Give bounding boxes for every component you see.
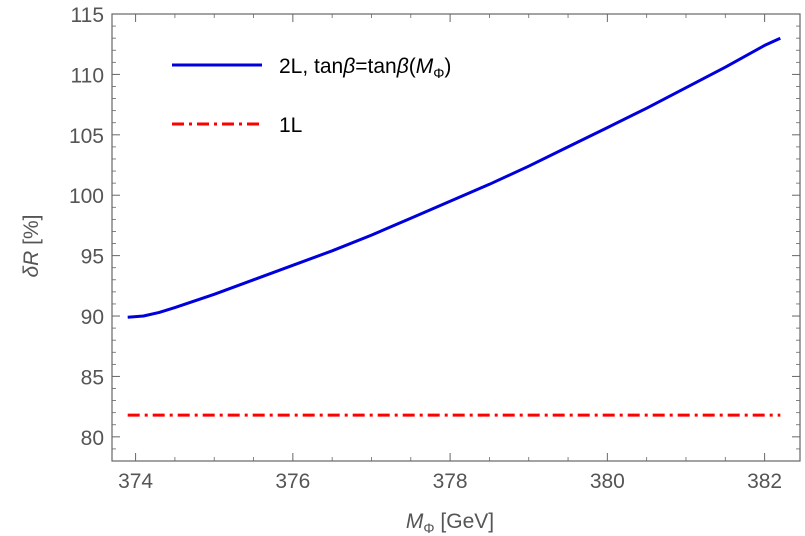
legend-label-1l: 1L: [279, 114, 302, 137]
axis-ticks: 374 376 378 380 382 80 85 90 95 100 105 110 115: [69, 4, 800, 493]
y-tick-label-110: 110: [71, 64, 104, 87]
x-tick-label-374: 374: [118, 470, 153, 493]
x-tick-label-376: 376: [275, 470, 310, 493]
plot-border: [111, 13, 801, 462]
plot-frame: [111, 13, 801, 462]
y-tick-label-95: 95: [81, 246, 104, 269]
y-tick-label-85: 85: [81, 366, 104, 389]
x-axis-label: MΦ [GeV]: [406, 510, 494, 536]
y-tick-label-90: 90: [81, 306, 104, 329]
legend: 2L, tanβ=tanβ(MΦ) 1L: [172, 55, 451, 137]
series-layer: [127, 36, 781, 417]
y-axis-label: δR [%]: [20, 214, 43, 277]
y-tick-label-105: 105: [69, 125, 104, 148]
y-tick-label-115: 115: [71, 4, 104, 27]
x-tick-label-380: 380: [590, 470, 625, 493]
series-line-0: [127, 36, 781, 319]
x-tick-label-382: 382: [747, 470, 782, 493]
legend-label-2l: 2L, tanβ=tanβ(MΦ): [279, 55, 451, 81]
y-tick-label-80: 80: [81, 427, 104, 450]
x-tick-label-378: 378: [433, 470, 468, 493]
y-tick-label-100: 100: [69, 185, 104, 208]
